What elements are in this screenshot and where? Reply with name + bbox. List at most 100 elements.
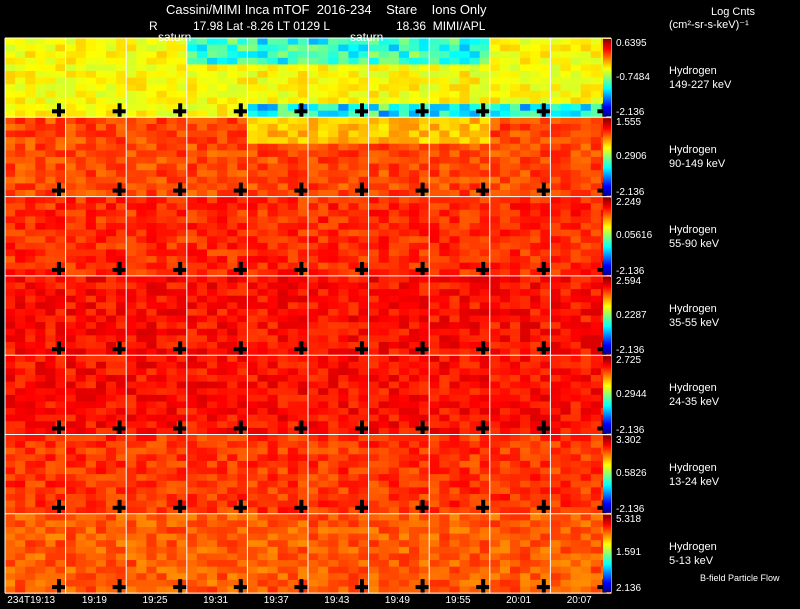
species-label: Hydrogen bbox=[669, 223, 717, 236]
energy-label: 24-35 keV bbox=[669, 396, 720, 409]
crosshair-marker bbox=[541, 420, 546, 437]
crosshair-marker bbox=[238, 103, 243, 120]
colorbar-min-label: -2.136 bbox=[616, 186, 645, 198]
heatmap-row-4 bbox=[5, 355, 612, 437]
x-tick-label: 19:55 bbox=[445, 595, 471, 607]
crosshair-marker bbox=[238, 420, 243, 437]
crosshair-marker bbox=[481, 182, 486, 199]
colorbar-min-label: -2.136 bbox=[616, 345, 645, 357]
crosshair-marker bbox=[117, 420, 122, 437]
species-label: Hydrogen bbox=[669, 461, 717, 474]
crosshair-marker bbox=[420, 579, 425, 596]
species-label: Hydrogen bbox=[669, 382, 717, 395]
colorbar-mid-label: 0.2944 bbox=[616, 388, 647, 400]
crosshair-marker bbox=[481, 261, 486, 278]
crosshair-marker bbox=[299, 499, 304, 516]
crosshair-marker bbox=[57, 103, 61, 120]
heatmap-row-1 bbox=[5, 117, 612, 199]
energy-label: 13-24 keV bbox=[669, 475, 720, 488]
energy-label: 35-55 keV bbox=[669, 316, 720, 329]
x-tick-label: 19:31 bbox=[203, 595, 229, 607]
crosshair-marker bbox=[541, 261, 546, 278]
colorbar-min-label: -2.136 bbox=[616, 107, 645, 119]
species-label: Hydrogen bbox=[669, 65, 717, 77]
crosshair-marker bbox=[57, 182, 61, 199]
crosshair-marker bbox=[420, 261, 425, 278]
crosshair-marker bbox=[57, 261, 61, 278]
crosshair-marker bbox=[299, 182, 304, 199]
colorbar-max-label: 2.249 bbox=[616, 196, 642, 208]
heatmap-row-3 bbox=[5, 275, 612, 358]
energy-label: 55-90 keV bbox=[669, 237, 720, 250]
crosshair-marker bbox=[299, 261, 304, 278]
colorbar-min-label: -2.136 bbox=[616, 265, 645, 277]
colorbar-mid-label: 1.591 bbox=[616, 547, 642, 559]
crosshair-marker bbox=[541, 341, 546, 358]
colorbar-3 bbox=[603, 276, 611, 355]
crosshair-marker bbox=[541, 103, 546, 120]
crosshair-marker bbox=[238, 261, 243, 278]
x-tick-label: 19:37 bbox=[263, 595, 289, 607]
crosshair-marker bbox=[57, 499, 61, 516]
species-label: Hydrogen bbox=[669, 144, 717, 157]
crosshair-marker bbox=[117, 261, 122, 278]
crosshair-marker bbox=[57, 579, 61, 596]
colorbar-mid-label: 0.05616 bbox=[616, 230, 653, 242]
colorbar-0 bbox=[603, 39, 611, 117]
x-tick-label: 19:19 bbox=[81, 595, 107, 607]
crosshair-marker bbox=[481, 579, 486, 596]
crosshair-marker bbox=[360, 261, 364, 278]
crosshair-marker bbox=[178, 182, 183, 199]
species-label: Hydrogen bbox=[669, 540, 717, 553]
colorbar-min-label: 2.136 bbox=[616, 583, 642, 595]
crosshair-marker bbox=[420, 341, 425, 358]
crosshair-marker bbox=[420, 420, 425, 437]
x-tick-label: 20:01 bbox=[506, 595, 532, 607]
subtitle-right: 18.36 MIMI/APL bbox=[396, 19, 486, 33]
units-title: Log Cnts bbox=[711, 6, 756, 18]
colorbar-2 bbox=[603, 197, 611, 275]
colorbar-mid-label: 0.2906 bbox=[616, 150, 647, 162]
crosshair-marker bbox=[299, 341, 304, 358]
crosshair-marker bbox=[178, 579, 183, 596]
crosshair-marker bbox=[481, 420, 486, 437]
crosshair-marker bbox=[238, 499, 243, 516]
colorbar-1 bbox=[603, 118, 611, 196]
crosshair-marker bbox=[360, 103, 364, 120]
crosshair-marker bbox=[57, 341, 61, 358]
colorbar-mid-label: 0.5826 bbox=[616, 468, 647, 480]
heatmap-row-6 bbox=[5, 513, 612, 596]
crosshair-marker bbox=[117, 182, 122, 199]
colorbar-min-label: -2.136 bbox=[616, 424, 645, 436]
energy-label: 5-13 keV bbox=[669, 554, 714, 567]
colorbar-max-label: 0.6395 bbox=[616, 38, 647, 49]
crosshair-marker bbox=[541, 499, 546, 516]
subtitle-main: 17.98 Lat -8.26 LT 0129 L bbox=[193, 19, 330, 33]
crosshair-marker bbox=[360, 579, 364, 596]
subtitle-under-left: saturn bbox=[158, 30, 192, 44]
crosshair-marker bbox=[238, 579, 243, 596]
units-label: (cm²-sr-s-keV)⁻¹ bbox=[669, 19, 749, 31]
colorbar-5 bbox=[603, 435, 611, 513]
x-tick-label: 19:43 bbox=[324, 595, 350, 607]
crosshair-marker bbox=[420, 103, 425, 120]
species-label: Hydrogen bbox=[669, 302, 717, 315]
crosshair-marker bbox=[117, 579, 122, 596]
crosshair-marker bbox=[541, 182, 546, 199]
x-tick-label: 234T19:13 bbox=[7, 595, 56, 607]
crosshair-marker bbox=[420, 182, 425, 199]
crosshair-marker bbox=[178, 420, 183, 437]
crosshair-marker bbox=[299, 579, 304, 596]
crosshair-marker bbox=[299, 420, 304, 437]
subtitle-r: R bbox=[149, 19, 158, 33]
crosshair-marker bbox=[238, 182, 243, 199]
crosshair-marker bbox=[481, 341, 486, 358]
crosshair-marker bbox=[299, 103, 304, 120]
colorbar-max-label: 5.318 bbox=[616, 513, 642, 525]
energy-label: 90-149 keV bbox=[669, 158, 726, 171]
colorbar-max-label: 1.555 bbox=[616, 117, 642, 129]
crosshair-marker bbox=[360, 341, 364, 358]
heatmap-row-2 bbox=[5, 196, 612, 278]
crosshair-marker bbox=[178, 499, 183, 516]
